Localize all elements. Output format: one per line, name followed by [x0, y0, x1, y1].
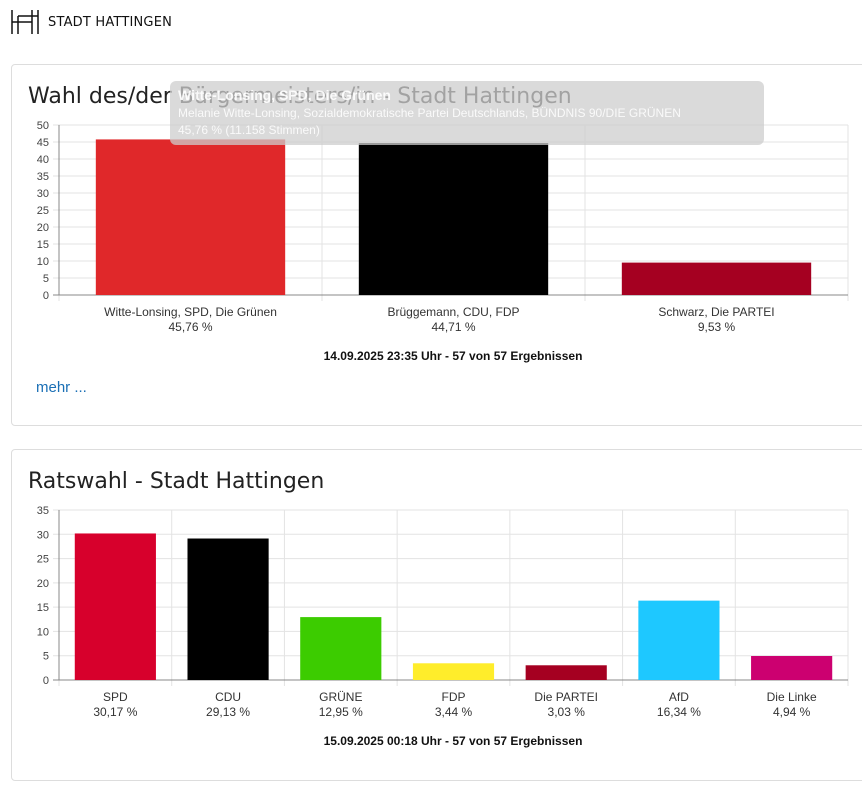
y-tick-label: 45 [37, 137, 49, 149]
bar [525, 665, 607, 680]
y-tick-label: 50 [37, 120, 49, 132]
x-tick-label: AfD [669, 690, 689, 704]
y-tick-label: 5 [43, 651, 49, 663]
y-tick-label: 25 [37, 554, 49, 566]
y-tick-label: 35 [37, 505, 49, 517]
bar [95, 139, 286, 295]
x-tick-label: FDP [442, 690, 466, 704]
x-tick-label: Brüggemann, CDU, FDP [387, 305, 519, 319]
x-tick-label: Die PARTEI [534, 690, 598, 704]
bar [638, 600, 720, 680]
y-tick-label: 35 [37, 171, 49, 183]
more-link[interactable]: mehr ... [36, 379, 87, 396]
y-tick-label: 15 [37, 602, 49, 614]
bar [74, 533, 156, 680]
x-tick-label: Witte-Lonsing, SPD, Die Grünen [104, 305, 277, 319]
y-tick-label: 20 [37, 578, 49, 590]
y-tick-label: 10 [37, 626, 49, 638]
tooltip-title: Witte-Lonsing, SPD, Die Grünen [178, 87, 391, 103]
x-tick-label: CDU [215, 690, 241, 704]
data-label: 44,71 % [431, 320, 475, 334]
x-tick-label: Schwarz, Die PARTEI [658, 305, 774, 319]
data-label: 16,34 % [657, 705, 701, 719]
bar [358, 142, 549, 295]
y-tick-label: 30 [37, 529, 49, 541]
tooltip-line-2: 45,76 % (11.158 Stimmen) [178, 123, 320, 137]
data-label: 45,76 % [168, 320, 212, 334]
y-tick-label: 25 [37, 205, 49, 217]
mayor-election-chart: 0 5 10 15 20 25 30 35 40 45 50 Witte-Lonsing, SPD, … [37, 120, 849, 363]
results-footer: 14.09.2025 23:35 Uhr - 57 von 57 Ergebni… [324, 349, 583, 363]
data-label: 3,44 % [435, 705, 473, 719]
tooltip-line-1: Melanie Witte-Lonsing, Sozialdemokratisc… [178, 106, 681, 120]
data-label: 3,03 % [548, 705, 586, 719]
data-label: 9,53 % [698, 320, 736, 334]
y-tick-label: 5 [43, 273, 49, 285]
data-label: 12,95 % [319, 705, 363, 719]
logo[interactable]: STADT HATTINGEN [10, 8, 172, 36]
council-election-title: Ratswahl - Stadt Hattingen [28, 469, 325, 494]
results-footer: 15.09.2025 00:18 Uhr - 57 von 57 Ergebni… [324, 734, 583, 748]
y-tick-label: 30 [37, 188, 49, 200]
logo-text: STADT HATTINGEN [48, 14, 173, 30]
bar [412, 663, 495, 680]
y-tick-label: 10 [37, 256, 49, 268]
x-tick-label: SPD [103, 690, 128, 704]
y-tick-label: 0 [43, 290, 49, 302]
data-label: 4,94 % [773, 705, 811, 719]
bar-tooltip: Witte-Lonsing, SPD, Die Grünen Melanie W… [170, 81, 764, 145]
y-tick-label: 0 [43, 675, 49, 687]
council-election-card: Ratswahl - Stadt Hattingen 0 5 10 15 20 25 30 3… [11, 449, 862, 781]
x-tick-label: Die Linke [767, 690, 817, 704]
y-tick-label: 20 [37, 222, 49, 234]
bar [751, 656, 833, 680]
y-tick-label: 15 [37, 239, 49, 251]
data-label: 29,13 % [206, 705, 250, 719]
data-label: 30,17 % [93, 705, 137, 719]
y-tick-label: 40 [37, 154, 49, 166]
bar [187, 538, 269, 680]
city-logo-icon [11, 10, 39, 34]
x-tick-label: GRÜNE [319, 690, 362, 704]
bar [300, 617, 382, 680]
bar [621, 262, 812, 295]
